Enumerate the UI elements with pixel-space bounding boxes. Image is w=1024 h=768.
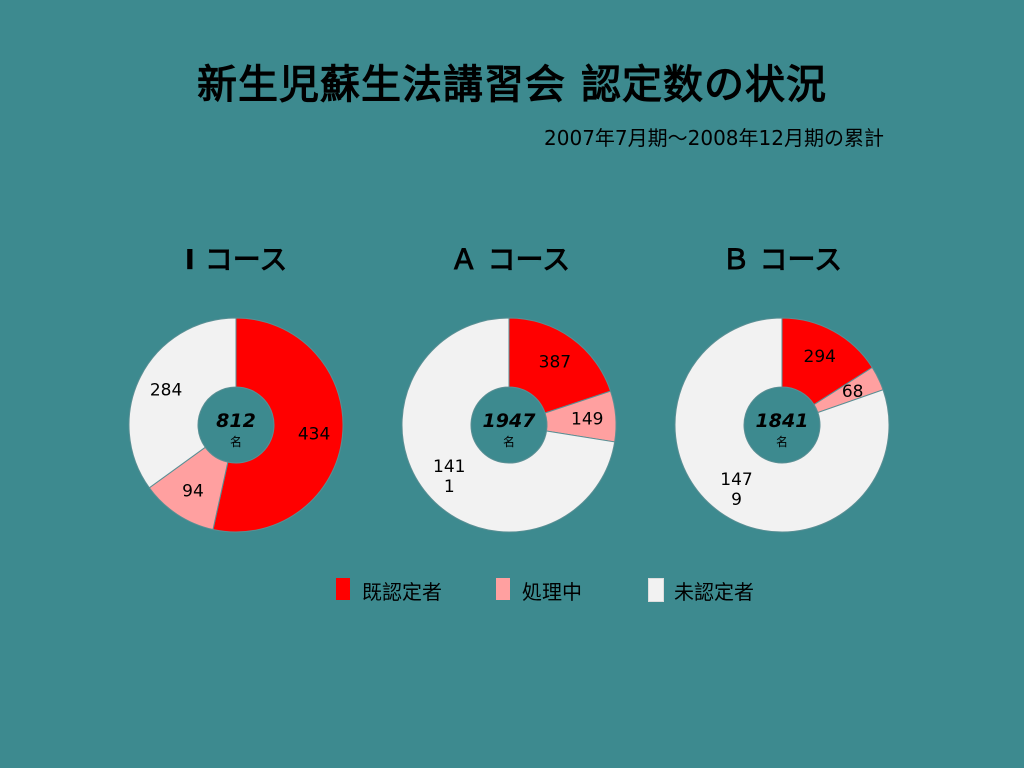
- center-total: 1947: [483, 410, 537, 432]
- slice-certified: [212, 317, 344, 533]
- slice-certified: [781, 317, 873, 406]
- slice-label-processing: 149: [571, 410, 603, 430]
- center-unit: 名: [230, 434, 242, 449]
- slice-label-certified: 434: [298, 424, 330, 444]
- center-total: 1841: [756, 410, 809, 432]
- legend-label-processing: 処理中: [522, 580, 582, 604]
- legend-swatch-certified: [336, 578, 350, 600]
- slice-label-uncertified: 141 1: [433, 457, 465, 497]
- slice-uncertified: [128, 317, 237, 489]
- legend-label-certified: 既認定者: [362, 580, 442, 604]
- center-unit: 名: [776, 434, 788, 449]
- chart-title-b-course: Ｂ コース: [721, 243, 843, 276]
- page-title: 新生児蘇生法講習会 認定数の状況: [197, 62, 827, 108]
- slice-label-uncertified: 284: [150, 380, 182, 400]
- legend-label-uncertified: 未認定者: [674, 580, 754, 604]
- slice-label-processing: 68: [842, 382, 864, 402]
- chart-title-i-course: Ⅰ コース: [184, 243, 288, 276]
- chart-title-a-course: Ａ コース: [449, 243, 571, 276]
- donut-chart-b-course: 294 68 147 9 1841 名: [674, 317, 890, 533]
- slice-uncertified: [401, 317, 616, 533]
- legend-swatch-uncertified: [648, 578, 664, 602]
- page-subtitle: 2007年7月期～2008年12月期の累計: [544, 126, 884, 150]
- donut-chart-a-course: 387 149 141 1 1947 名: [401, 317, 617, 533]
- center-unit: 名: [503, 434, 515, 449]
- slice-uncertified: [674, 317, 890, 533]
- slice-label-processing: 94: [182, 482, 204, 502]
- donut-chart-i-course: 434 94 284 812 名: [128, 317, 344, 533]
- slice-label-uncertified: 147 9: [720, 470, 752, 510]
- slice-label-certified: 294: [804, 347, 836, 367]
- legend-swatch-processing: [496, 578, 510, 600]
- slice-certified: [508, 317, 612, 414]
- center-total: 812: [216, 410, 256, 432]
- slice-label-certified: 387: [539, 352, 571, 372]
